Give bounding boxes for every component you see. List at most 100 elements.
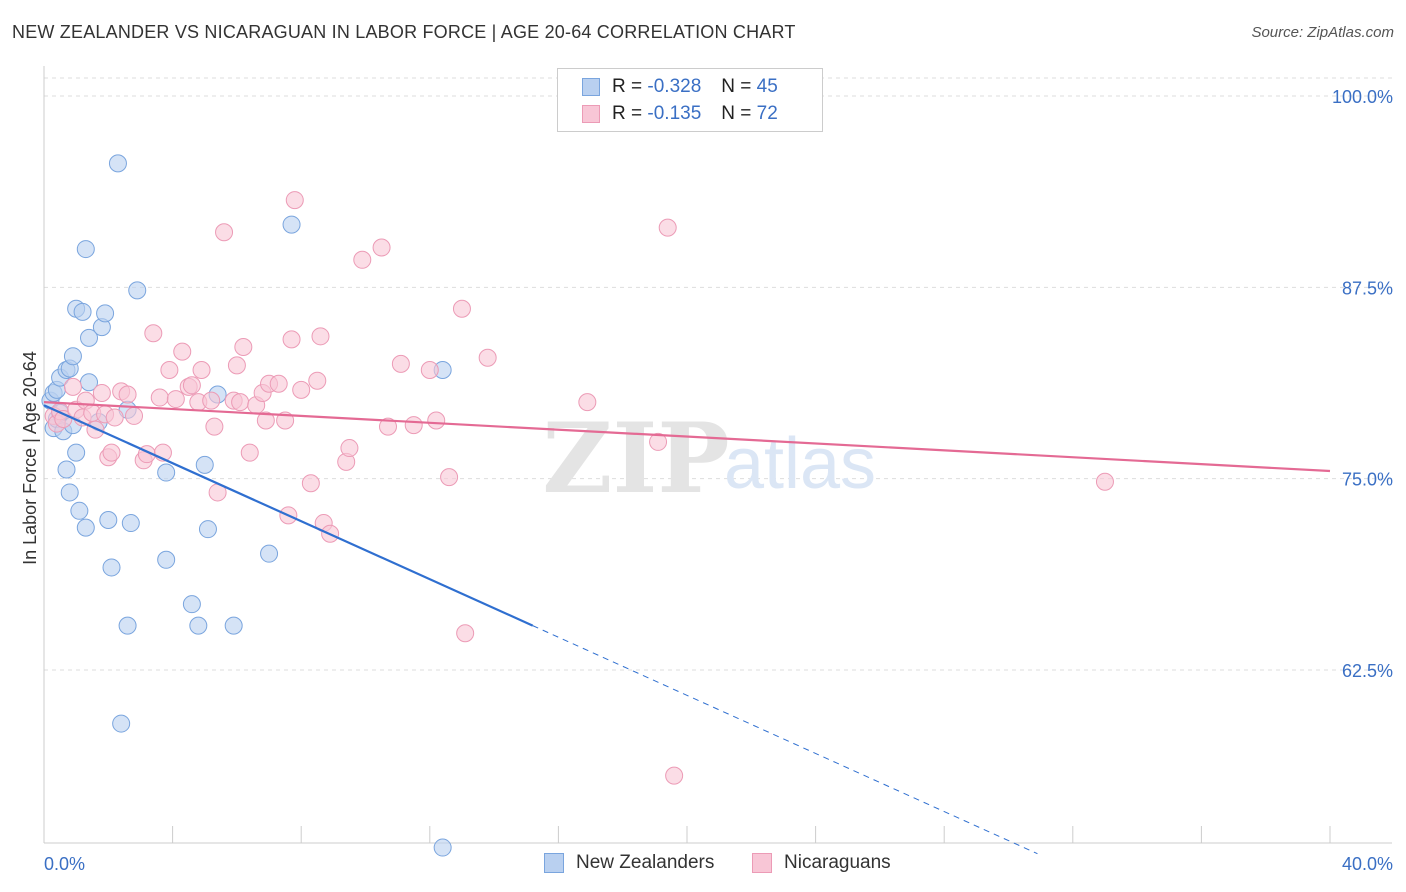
nicaraguan-point [353, 250, 372, 269]
nicaraguan-point [1095, 472, 1114, 491]
legend-swatch-pink [752, 853, 772, 873]
nicaraguan-point [144, 324, 163, 343]
source-label: Source: ZipAtlas.com [1251, 24, 1394, 41]
legend-r-value: -0.135 [647, 103, 702, 124]
axes [43, 66, 1392, 844]
nicaraguan-point [118, 385, 137, 404]
new-zealander-point [80, 328, 99, 347]
new-zealander-point [157, 463, 176, 482]
new-zealander-point [182, 595, 201, 614]
legend-r-label: R = [612, 76, 643, 97]
y-tick-label: 62.5% [1342, 661, 1393, 681]
nicaraguan-point [285, 191, 304, 210]
nicaraguan-point [340, 439, 359, 458]
new-zealander-point [76, 240, 95, 259]
nicaraguan-point [63, 377, 82, 396]
new-zealander-point [433, 838, 452, 857]
nicaraguan-point [150, 388, 169, 407]
nicaraguan-point [105, 408, 124, 427]
new-zealander-point [67, 443, 86, 462]
nicaraguan-point [192, 360, 211, 379]
nicaraguan-point [182, 376, 201, 395]
nicaraguan-point [658, 218, 677, 237]
nicaraguan-point [282, 330, 301, 349]
nicaraguan-point [160, 360, 179, 379]
nicaraguans-trend-line [43, 401, 1331, 473]
nicaraguan-point [292, 380, 311, 399]
y-tick-label: 75.0% [1342, 470, 1393, 490]
new-zealander-point [102, 558, 121, 577]
new-zealander-point [112, 714, 131, 733]
legend-n-value: 72 [756, 103, 778, 124]
nicaraguan-point [269, 374, 288, 393]
new-zealander-point [198, 520, 217, 539]
legend-label: Nicaraguans [784, 852, 891, 873]
nicaraguan-point [440, 468, 459, 487]
new-zealander-point [70, 501, 89, 520]
legend-label: New Zealanders [576, 852, 715, 873]
new-zealander-point [157, 550, 176, 569]
nicaraguan-point [202, 391, 221, 410]
nicaraguan-point [420, 360, 439, 379]
y-tick-label: 100.0% [1332, 87, 1393, 107]
nicaraguan-point [452, 299, 471, 318]
nicaraguan-point [166, 390, 185, 409]
watermark-atlas: atlas [724, 424, 876, 504]
legend-swatch-pink [582, 105, 600, 123]
new-zealander-point [60, 483, 79, 502]
y-tick-label: 87.5% [1342, 278, 1393, 298]
new-zealander-point [99, 510, 118, 529]
nicaraguan-point [102, 443, 121, 462]
watermark: ZIP atlas [542, 402, 876, 515]
new-zealanders-trend-extension [532, 625, 1038, 855]
series-legend: New Zealanders Nicaraguans [0, 852, 1406, 876]
nicaraguan-point [391, 354, 410, 373]
new-zealander-point [96, 304, 115, 323]
nicaraguan-point [227, 356, 246, 375]
legend-item-new-zealanders[interactable]: New Zealanders [544, 852, 714, 874]
nicaraguan-point [215, 223, 234, 242]
legend-n-value: 45 [756, 76, 778, 97]
new-zealander-point [224, 616, 243, 635]
nicaraguan-point [427, 411, 446, 430]
new-zealander-point [63, 347, 82, 366]
legend-row-nicaraguans: R = -0.135 N = 72 [582, 102, 778, 126]
nicaraguan-point [404, 416, 423, 435]
new-zealander-point [128, 281, 147, 300]
trend-lines [43, 401, 1331, 855]
nicaraguan-point [234, 338, 253, 357]
nicaraguan-point [240, 443, 259, 462]
tick-labels: 62.5% 75.0% 87.5% 100.0% 0.0% 40.0% [44, 87, 1393, 874]
nicaraguan-point [456, 624, 475, 643]
nicaraguan-point [372, 238, 391, 257]
new-zealanders-trend-line [43, 404, 534, 627]
nicaraguan-point [311, 327, 330, 346]
y-axis-label: In Labor Force | Age 20-64 [20, 351, 40, 565]
legend-n-label: N = [721, 103, 752, 124]
nicaraguan-point [665, 766, 684, 785]
legend-n-label: N = [721, 76, 752, 97]
stats-legend: R = -0.328 N = 45 R = -0.135 N = 72 [557, 68, 823, 132]
nicaraguan-point [86, 420, 105, 439]
nicaraguan-point [231, 393, 250, 412]
legend-r-label: R = [612, 103, 643, 124]
grid-lines [44, 77, 1392, 671]
nicaraguan-point [379, 417, 398, 436]
new-zealander-point [189, 616, 208, 635]
new-zealanders-points [41, 154, 452, 857]
new-zealander-point [108, 154, 127, 173]
nicaraguan-point [301, 474, 320, 493]
x-tick-label: 40.0% [1342, 854, 1393, 874]
nicaraguan-point [256, 411, 275, 430]
nicaraguan-point [92, 383, 111, 402]
nicaraguan-point [308, 371, 327, 390]
nicaraguan-point [478, 348, 497, 367]
new-zealander-point [118, 616, 137, 635]
legend-item-nicaraguans[interactable]: Nicaraguans [752, 852, 891, 874]
legend-swatch-blue [582, 78, 600, 96]
nicaraguan-point [205, 417, 224, 436]
new-zealander-point [282, 215, 301, 234]
new-zealander-point [121, 514, 140, 533]
x-tick-label: 0.0% [44, 854, 85, 874]
